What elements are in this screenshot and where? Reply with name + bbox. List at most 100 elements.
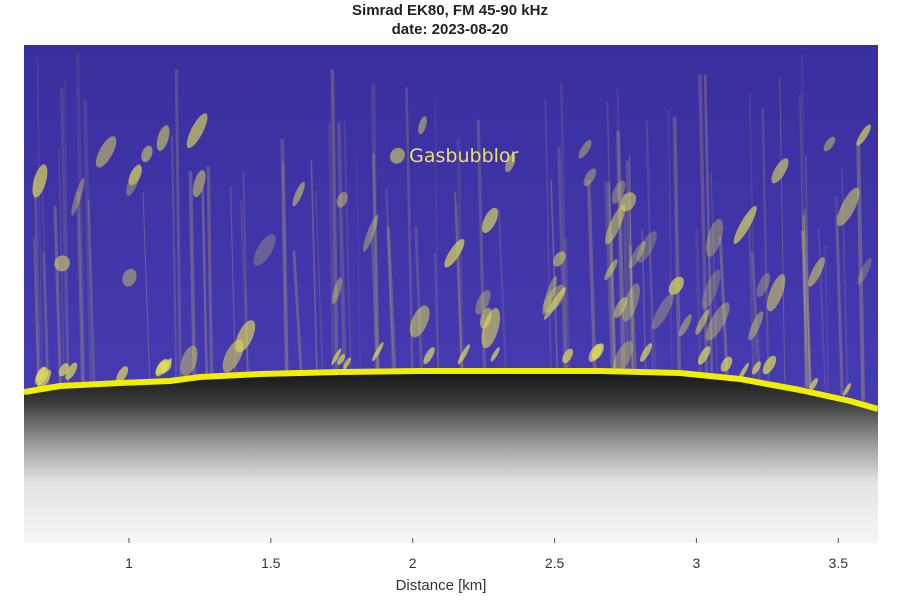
- echo-mark: [628, 241, 646, 269]
- echo-mark: [253, 234, 276, 266]
- echo-mark: [799, 94, 807, 387]
- seabed-line: [24, 368, 878, 412]
- x-axis: 1 1.5 2 2.5 3 3.5: [125, 538, 848, 571]
- echo-mark: [75, 53, 86, 383]
- echo-mark: [188, 170, 197, 377]
- echo-mark: [171, 135, 178, 378]
- echo-mark: [640, 343, 653, 362]
- echo-mark: [619, 201, 626, 369]
- echo-mark: [42, 252, 49, 387]
- echo-mark: [229, 186, 236, 373]
- echo-mark: [141, 145, 153, 163]
- echo-mark: [622, 193, 630, 370]
- echo-mark: [695, 228, 702, 373]
- echo-mark: [767, 274, 786, 312]
- echo-mark: [116, 366, 129, 383]
- echo-mark: [613, 297, 628, 318]
- echo-mark: [761, 107, 770, 381]
- echo-mark: [835, 213, 844, 396]
- echo-mark: [330, 69, 339, 371]
- echo-mark: [454, 204, 463, 369]
- echo-mark: [409, 305, 430, 338]
- echo-mark: [481, 307, 501, 349]
- echo-mark: [779, 78, 786, 383]
- echo-mark: [433, 252, 440, 369]
- echo-mark: [801, 230, 812, 389]
- x-tick-label: 2: [409, 555, 417, 571]
- x-tick-label: 3.5: [829, 555, 849, 571]
- echo-mark: [33, 238, 40, 388]
- echo-mark: [457, 344, 471, 365]
- echo-mark: [611, 180, 626, 204]
- echo-mark: [802, 215, 809, 388]
- echo-mark: [174, 69, 182, 378]
- echo-mark: [371, 342, 384, 362]
- echo-mark: [33, 176, 41, 388]
- echo-mark: [386, 226, 397, 369]
- echo-mark: [857, 257, 872, 285]
- echo-mark: [738, 362, 749, 381]
- annotation-gasbubblor: Gasbubblor: [409, 145, 518, 167]
- echo-mark: [544, 99, 552, 368]
- echo-mark: [550, 180, 559, 368]
- echo-mark: [616, 130, 626, 370]
- echo-mark: [336, 121, 347, 370]
- chart-subtitle: date: 2023-08-20: [391, 21, 509, 38]
- echo-mark: [418, 116, 427, 135]
- echo-mark: [703, 74, 714, 373]
- echo-mark: [180, 345, 198, 377]
- echo-mark: [668, 276, 684, 295]
- echo-mark: [824, 245, 830, 393]
- sediment-layer: [24, 371, 878, 543]
- echo-mark: [748, 92, 757, 378]
- echo-mark: [750, 251, 761, 379]
- echo-mark: [756, 272, 771, 297]
- echo-mark: [423, 347, 435, 365]
- x-axis-label: Distance [km]: [396, 577, 487, 594]
- echo-mark: [641, 229, 647, 369]
- echo-mark: [648, 245, 657, 370]
- echo-mark: [281, 161, 289, 372]
- echo-mark: [805, 155, 811, 389]
- echo-mark: [206, 166, 214, 375]
- echo-mark: [733, 206, 757, 244]
- echo-mark: [667, 109, 673, 370]
- echo-mark: [817, 228, 827, 392]
- echo-mark: [414, 226, 423, 369]
- echo-mark: [192, 170, 206, 198]
- echo-mark: [37, 369, 52, 391]
- echo-mark: [122, 268, 137, 287]
- echo-mark: [126, 163, 142, 197]
- echo-mark: [41, 175, 50, 386]
- echo-mark: [385, 188, 394, 369]
- echo-mark: [562, 348, 574, 364]
- echo-mark: [705, 218, 724, 257]
- echo-mark: [701, 269, 721, 310]
- echo-mark: [583, 168, 597, 187]
- echo-mark: [372, 153, 380, 369]
- echo-mark: [842, 383, 852, 396]
- echo-mark: [497, 208, 507, 369]
- echo-mark: [672, 116, 682, 371]
- echo-mark: [628, 153, 634, 369]
- echo-mark: [64, 81, 69, 383]
- echo-mark: [762, 355, 777, 375]
- echo-mark: [748, 216, 755, 378]
- echo-mark: [222, 339, 244, 373]
- echo-mark: [612, 341, 634, 374]
- echo-mark: [32, 164, 48, 198]
- echo-mark: [331, 348, 342, 365]
- echo-mark: [53, 205, 63, 385]
- echo-mark: [710, 172, 718, 373]
- echo-mark: [186, 113, 208, 149]
- echo-mark: [563, 237, 571, 369]
- echo-mark: [454, 191, 463, 369]
- echo-mark: [808, 257, 825, 287]
- x-tick-label: 2.5: [545, 555, 565, 571]
- echo-mark: [315, 190, 324, 370]
- echo-mark: [60, 87, 70, 384]
- echo-mark: [35, 366, 46, 382]
- echo-mark: [444, 238, 465, 268]
- chart-title: Simrad EK80, FM 45-90 kHz: [352, 2, 548, 19]
- echo-mark: [771, 158, 789, 184]
